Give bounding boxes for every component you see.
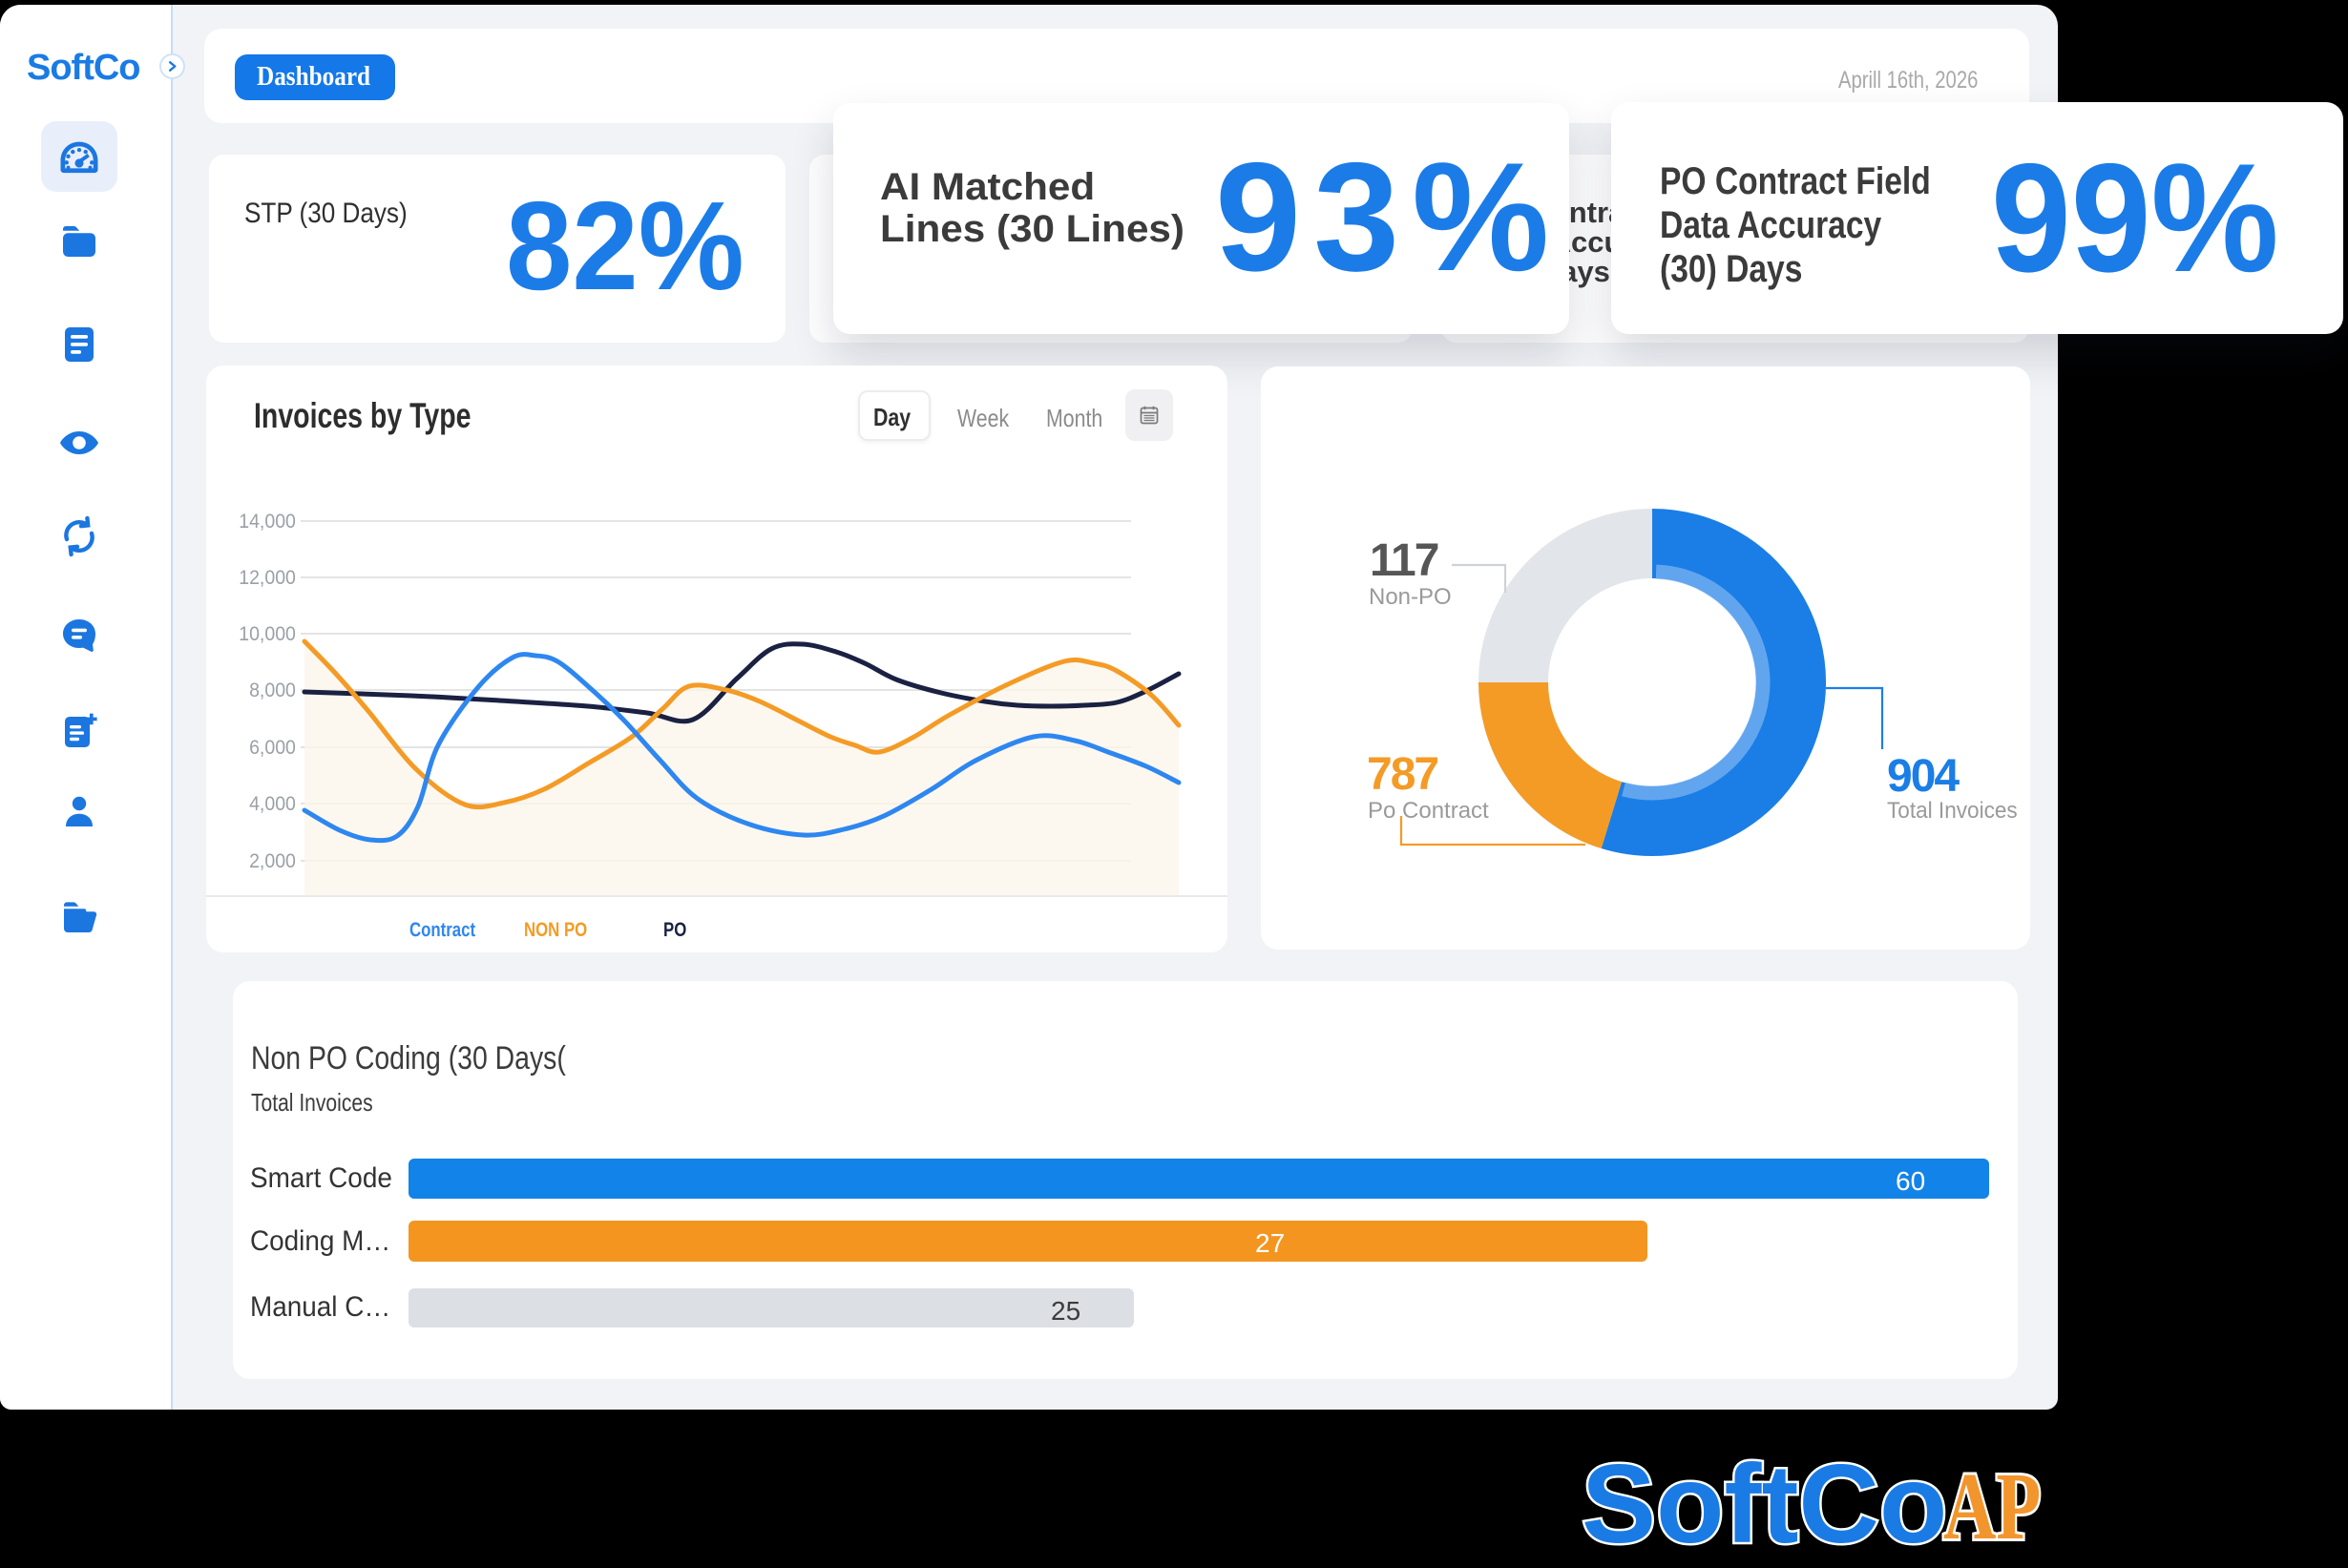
svg-text:10,000: 10,000: [239, 623, 296, 645]
svg-text:Contract: Contract: [409, 919, 475, 941]
svg-text:12,000: 12,000: [239, 567, 296, 589]
svg-text:14,000: 14,000: [239, 511, 296, 533]
svg-text:PO: PO: [663, 919, 686, 941]
svg-text:4,000: 4,000: [249, 793, 296, 815]
svg-text:2,000: 2,000: [249, 850, 296, 872]
svg-text:6,000: 6,000: [249, 737, 296, 759]
svg-text:8,000: 8,000: [249, 679, 296, 701]
svg-text:NON PO: NON PO: [524, 919, 587, 941]
